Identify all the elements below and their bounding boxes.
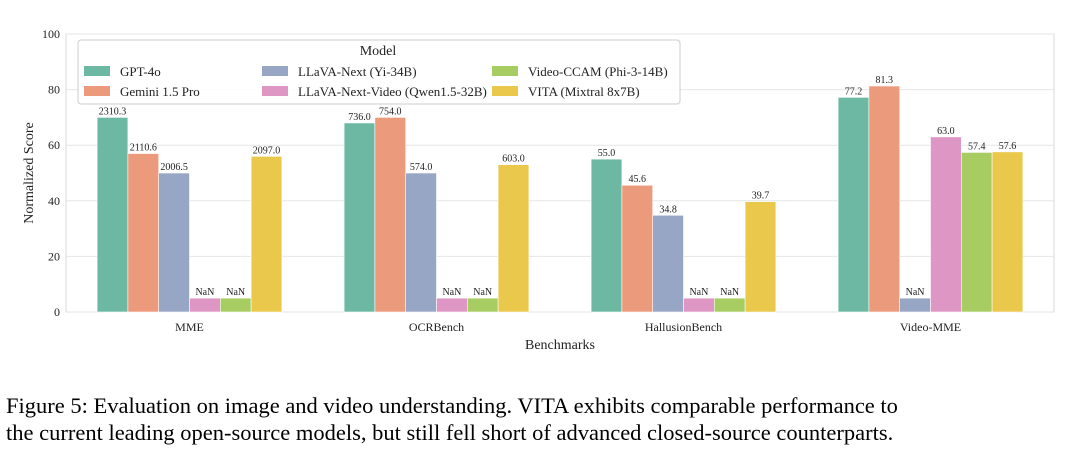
bar <box>343 122 376 313</box>
y-tick-label: 80 <box>48 83 60 97</box>
bar <box>466 297 499 313</box>
bar-value-label: NaN <box>906 287 925 298</box>
bar-value-label: 77.2 <box>845 86 863 97</box>
bar-value-label: NaN <box>689 287 708 298</box>
legend-label: LLaVA-Next-Video (Qwen1.5-32B) <box>298 84 487 99</box>
bar-value-label: NaN <box>473 287 492 298</box>
bar-value-label: NaN <box>226 287 245 298</box>
legend-swatch <box>492 86 518 96</box>
bar-value-label: 57.6 <box>999 141 1017 152</box>
bar <box>868 85 901 313</box>
legend-swatch <box>84 86 110 96</box>
bar-value-label: 34.8 <box>659 204 677 215</box>
bar <box>899 297 931 313</box>
bar <box>930 136 962 313</box>
bar <box>683 297 715 313</box>
bar <box>991 151 1024 313</box>
legend-label: LLaVA-Next (Yi-34B) <box>298 64 417 79</box>
bar <box>590 158 623 313</box>
bar-value-label: 603.0 <box>502 154 525 165</box>
caption-line-1: Figure 5: Evaluation on image and video … <box>6 393 898 418</box>
bar-value-label: 63.0 <box>937 126 955 137</box>
bar-value-label: 81.3 <box>876 75 894 86</box>
bar <box>436 297 468 313</box>
bar-value-label: 2310.3 <box>99 106 127 117</box>
y-axis-title: Normalized Score <box>22 122 37 223</box>
legend-swatch <box>492 66 518 76</box>
legend-label: VITA (Mixtral 8x7B) <box>528 84 640 99</box>
bar-value-label: NaN <box>720 287 739 298</box>
bar-value-label: NaN <box>442 287 461 298</box>
bar <box>652 214 684 313</box>
y-tick-label: 60 <box>48 138 60 152</box>
legend-label: Gemini 1.5 Pro <box>120 84 200 99</box>
bar <box>960 152 993 313</box>
bar <box>405 172 437 313</box>
x-tick-label: HallusionBench <box>645 320 722 334</box>
x-axis-ticks: MME OCRBench HallusionBench Video-MME <box>175 320 961 334</box>
x-tick-label: MME <box>175 320 204 334</box>
y-tick-label: 100 <box>42 27 60 41</box>
x-tick-label: Video-MME <box>900 320 961 334</box>
bar-value-label: 754.0 <box>379 106 402 117</box>
bar <box>189 297 221 313</box>
bar-value-label: 57.4 <box>968 141 986 152</box>
bar <box>158 172 190 313</box>
bar <box>127 153 160 313</box>
bars <box>96 85 1024 313</box>
y-tick-label: 20 <box>48 249 60 263</box>
bar-value-label: 45.6 <box>629 174 647 185</box>
bar <box>713 297 746 313</box>
bar-value-label: 2006.5 <box>160 162 188 173</box>
bar-value-label: 39.7 <box>752 191 770 202</box>
bar <box>744 201 777 313</box>
legend-swatch <box>262 66 288 76</box>
legend: Model GPT-4o Gemini 1.5 Pro LLaVA-Next (Yi… <box>77 39 681 105</box>
bar-value-label: 2097.0 <box>253 145 281 156</box>
y-tick-label: 0 <box>54 305 60 319</box>
legend-box <box>77 39 681 105</box>
legend-label: Video-CCAM (Phi-3-14B) <box>528 64 668 79</box>
bar-value-label: 55.0 <box>598 148 616 159</box>
y-axis-ticks: 0 20 40 60 80 100 <box>42 27 60 319</box>
legend-swatch <box>262 86 288 96</box>
bar <box>837 97 870 313</box>
bar-value-label: 2110.6 <box>130 143 157 154</box>
bar <box>96 117 129 313</box>
legend-swatch <box>84 66 110 76</box>
legend-title: Model <box>360 44 397 59</box>
bar <box>621 184 654 313</box>
y-tick-label: 40 <box>48 194 60 208</box>
bar-value-label: 736.0 <box>348 112 371 123</box>
bar <box>374 117 406 313</box>
figure-caption: Figure 5: Evaluation on image and video … <box>6 392 1076 446</box>
bar <box>250 156 283 313</box>
caption-line-2: the current leading open-source models, … <box>6 420 894 445</box>
bar-value-label: 574.0 <box>410 162 433 173</box>
x-axis-title: Benchmarks <box>525 338 595 353</box>
bar <box>497 164 530 313</box>
bar <box>220 297 252 313</box>
x-tick-label: OCRBench <box>409 320 464 334</box>
legend-label: GPT-4o <box>120 64 161 79</box>
bar-value-label: NaN <box>195 287 214 298</box>
